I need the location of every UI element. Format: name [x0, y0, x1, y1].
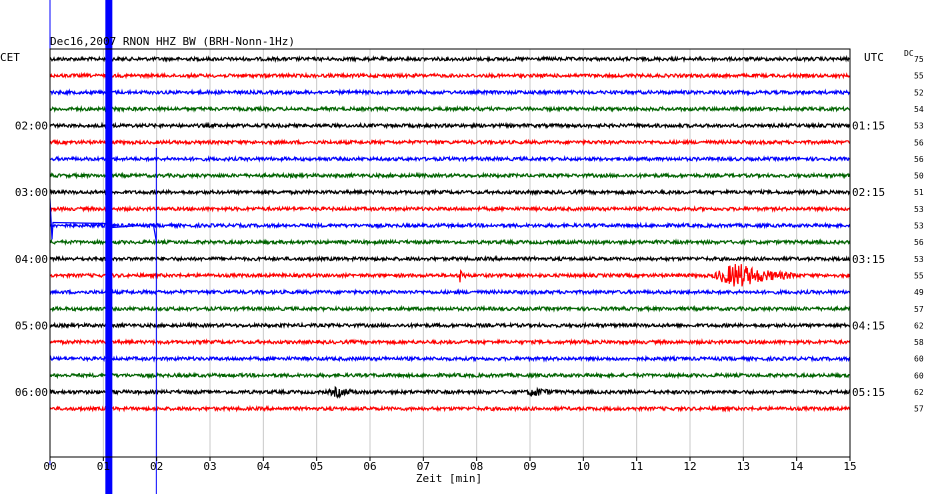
left-hour-label: 05:00 — [15, 319, 48, 332]
seismic-trace-row — [49, 121, 851, 130]
dc-value: 56 — [914, 155, 924, 164]
seismic-trace-row — [49, 154, 851, 163]
seismic-trace-row — [49, 304, 851, 313]
seismic-trace-row — [49, 71, 851, 80]
x-tick-label: 04 — [257, 460, 271, 473]
dc-value: 51 — [914, 188, 924, 197]
left-hour-label: 06:00 — [15, 386, 48, 399]
seismic-trace-row — [49, 188, 851, 197]
x-tick-label: 07 — [417, 460, 430, 473]
x-tick-label: 03 — [203, 460, 216, 473]
axis-labels: 00 01 02 03 04 05 06 07 08 09 10 11 12 13 14 15 02:00 03:… — [15, 55, 924, 473]
seismic-trace-row — [49, 254, 851, 263]
x-axis-label: Zeit [min] — [416, 472, 482, 485]
x-tick-label: 15 — [843, 460, 856, 473]
seismic-trace-row — [49, 221, 851, 230]
seismic-trace-row — [49, 104, 851, 113]
seismic-traces — [49, 54, 851, 413]
dc-value: 55 — [914, 72, 924, 81]
right-hour-label: 03:15 — [852, 253, 885, 266]
seismic-trace-row — [49, 138, 851, 147]
x-tick-label: 14 — [790, 460, 804, 473]
dc-value: 62 — [914, 388, 924, 397]
x-tick-label: 00 — [43, 460, 56, 473]
chart-title: Dec16,2007 RNON HHZ BW (BRH-Nonn-1Hz) — [50, 35, 295, 48]
disturbance-waveform — [49, 198, 157, 242]
x-tick-label: 02 — [150, 460, 163, 473]
cet-label: CET — [0, 51, 20, 64]
right-hour-label: 01:15 — [852, 120, 885, 133]
left-hour-label: 02:00 — [15, 120, 48, 133]
plot-frame — [49, 48, 851, 458]
dc-value: 53 — [914, 222, 924, 231]
seismic-trace-row — [49, 404, 851, 413]
dc-value: 53 — [914, 205, 924, 214]
dc-value: 53 — [914, 122, 924, 131]
dc-value: 57 — [914, 305, 924, 314]
seismic-trace-row — [49, 371, 851, 380]
left-hour-label: 04:00 — [15, 253, 48, 266]
dc-value: 62 — [914, 321, 924, 330]
dc-value: 56 — [914, 138, 924, 147]
seismic-trace-row — [49, 171, 851, 180]
seismic-trace-row — [49, 88, 851, 97]
plot-border — [49, 48, 851, 458]
seismic-trace-row — [49, 238, 851, 247]
x-tick-label: 08 — [470, 460, 483, 473]
seismic-trace-row — [49, 263, 851, 287]
dc-value: 54 — [914, 105, 924, 114]
x-tick-label: 13 — [737, 460, 750, 473]
dc-value: 53 — [914, 255, 924, 264]
right-hour-label: 05:15 — [852, 386, 885, 399]
x-tick-label: 11 — [630, 460, 643, 473]
dc-value: 58 — [914, 338, 924, 347]
dc-value: 60 — [914, 371, 924, 380]
seismic-trace-row — [49, 385, 851, 399]
dc-value: 49 — [914, 288, 924, 297]
dc-value: 50 — [914, 172, 924, 181]
seismic-trace-row — [49, 321, 851, 330]
x-tick-label: 01 — [97, 460, 110, 473]
seismic-trace-row — [49, 338, 851, 347]
x-tick-label: 09 — [523, 460, 536, 473]
grid-lines — [49, 49, 851, 457]
seismic-trace-row — [49, 204, 851, 213]
x-tick-label: 05 — [310, 460, 323, 473]
left-hour-label: 03:00 — [15, 186, 48, 199]
dc-label: DC — [904, 49, 914, 58]
dc-value: 75 — [914, 55, 924, 64]
dc-value: 56 — [914, 238, 924, 247]
utc-label: UTC — [864, 51, 884, 64]
seismic-trace-row — [49, 354, 851, 363]
dc-value: 55 — [914, 271, 924, 280]
right-hour-label: 02:15 — [852, 186, 885, 199]
x-tick-label: 12 — [683, 460, 696, 473]
disturbance-band — [105, 0, 113, 494]
x-tick-label: 10 — [577, 460, 590, 473]
dc-value: 57 — [914, 405, 924, 414]
dc-value: 60 — [914, 355, 924, 364]
x-tick-label: 06 — [363, 460, 376, 473]
right-hour-label: 04:15 — [852, 319, 885, 332]
dc-value: 52 — [914, 88, 924, 97]
seismic-trace-row — [49, 54, 851, 63]
seismic-trace-row — [49, 288, 851, 297]
